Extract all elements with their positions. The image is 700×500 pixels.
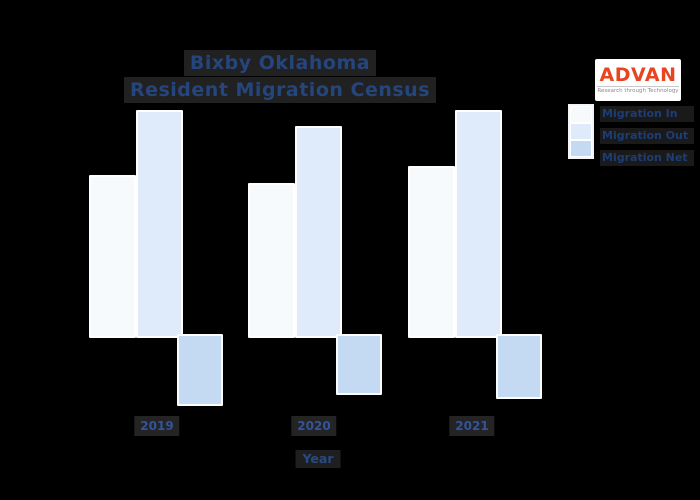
legend-label-migration-net: Migration Net: [600, 150, 694, 166]
legend-swatch-migration-in: [570, 106, 592, 123]
advan-logo: ADVAN Research through Technology: [595, 59, 681, 101]
bar-migration-out-2019: [136, 110, 183, 338]
bar-migration-net-2020: [336, 334, 382, 395]
legend-swatch-migration-net: [570, 140, 592, 157]
chart-title-line2: Resident Migration Census: [123, 77, 437, 103]
bar-migration-in-2020: [248, 183, 295, 338]
legend-label-migration-out: Migration Out: [600, 128, 694, 144]
advan-logo-wordmark: ADVAN: [599, 64, 677, 86]
chart-title: Bixby Oklahoma Resident Migration Census: [0, 50, 560, 104]
advan-logo-tagline: Research through Technology: [597, 86, 679, 94]
legend-label-migration-in: Migration In: [600, 106, 694, 122]
chart-title-line1: Bixby Oklahoma: [183, 50, 377, 76]
legend-swatch-migration-out: [570, 123, 592, 140]
bar-migration-in-2019: [89, 175, 136, 338]
legend-swatch-column: [568, 104, 594, 159]
bar-migration-in-2021: [408, 166, 455, 338]
bar-migration-net-2021: [496, 334, 542, 399]
xtick-2019: 2019: [134, 416, 180, 436]
xtick-2020: 2020: [291, 416, 337, 436]
bar-migration-out-2020: [295, 126, 342, 338]
xaxis-title: Year: [295, 450, 341, 468]
bar-migration-out-2021: [455, 110, 502, 338]
bar-migration-net-2019: [177, 334, 223, 406]
xtick-2021: 2021: [449, 416, 495, 436]
